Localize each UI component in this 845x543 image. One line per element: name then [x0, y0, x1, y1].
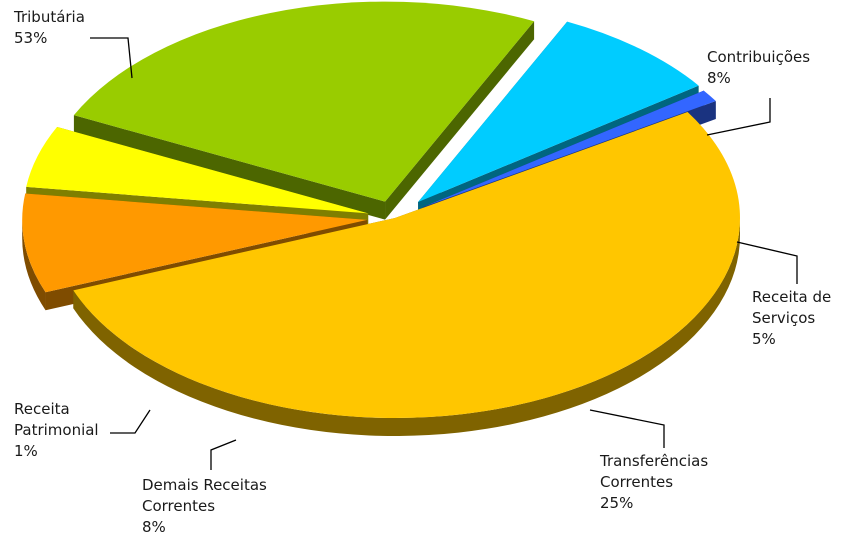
pie-slice-top: [22, 193, 368, 293]
slice-label-4: Transferências Correntes 25%: [599, 452, 708, 512]
pie-slice-top: [26, 126, 369, 214]
leader-line-2: [706, 98, 771, 136]
pie-slices: [22, 1, 741, 436]
pie-slice-top: [423, 90, 716, 208]
pie-slice-top: [73, 112, 740, 418]
pie-slice-top: [418, 21, 699, 203]
slice-labels: Tributária 53% Contribuições 8% Receita de Se…: [13, 8, 831, 536]
pie-slice-top: [73, 1, 535, 202]
slice-label-6: Receita Patrimonial 1%: [14, 400, 99, 460]
slice-label-3: Receita de Serviços 5%: [752, 288, 831, 348]
leader-line-6: [110, 409, 151, 434]
leader-line-3: [736, 241, 798, 284]
slice-label-1: Tributária 53%: [13, 8, 85, 47]
pie-slice-wall: [73, 115, 386, 220]
slice-label-2: Contribuições 8%: [707, 48, 810, 87]
pie-slice-4: [73, 1, 535, 220]
leader-lines: [90, 37, 798, 470]
pie-slice-side: [22, 219, 46, 311]
slice-label-5: Demais Receitas Correntes 8%: [142, 476, 267, 536]
leader-line-4: [589, 409, 665, 448]
pie-slice-1: [73, 112, 741, 436]
pie-slice-wall: [385, 21, 535, 220]
leader-line-1: [90, 37, 133, 79]
leader-line-5: [210, 439, 237, 470]
